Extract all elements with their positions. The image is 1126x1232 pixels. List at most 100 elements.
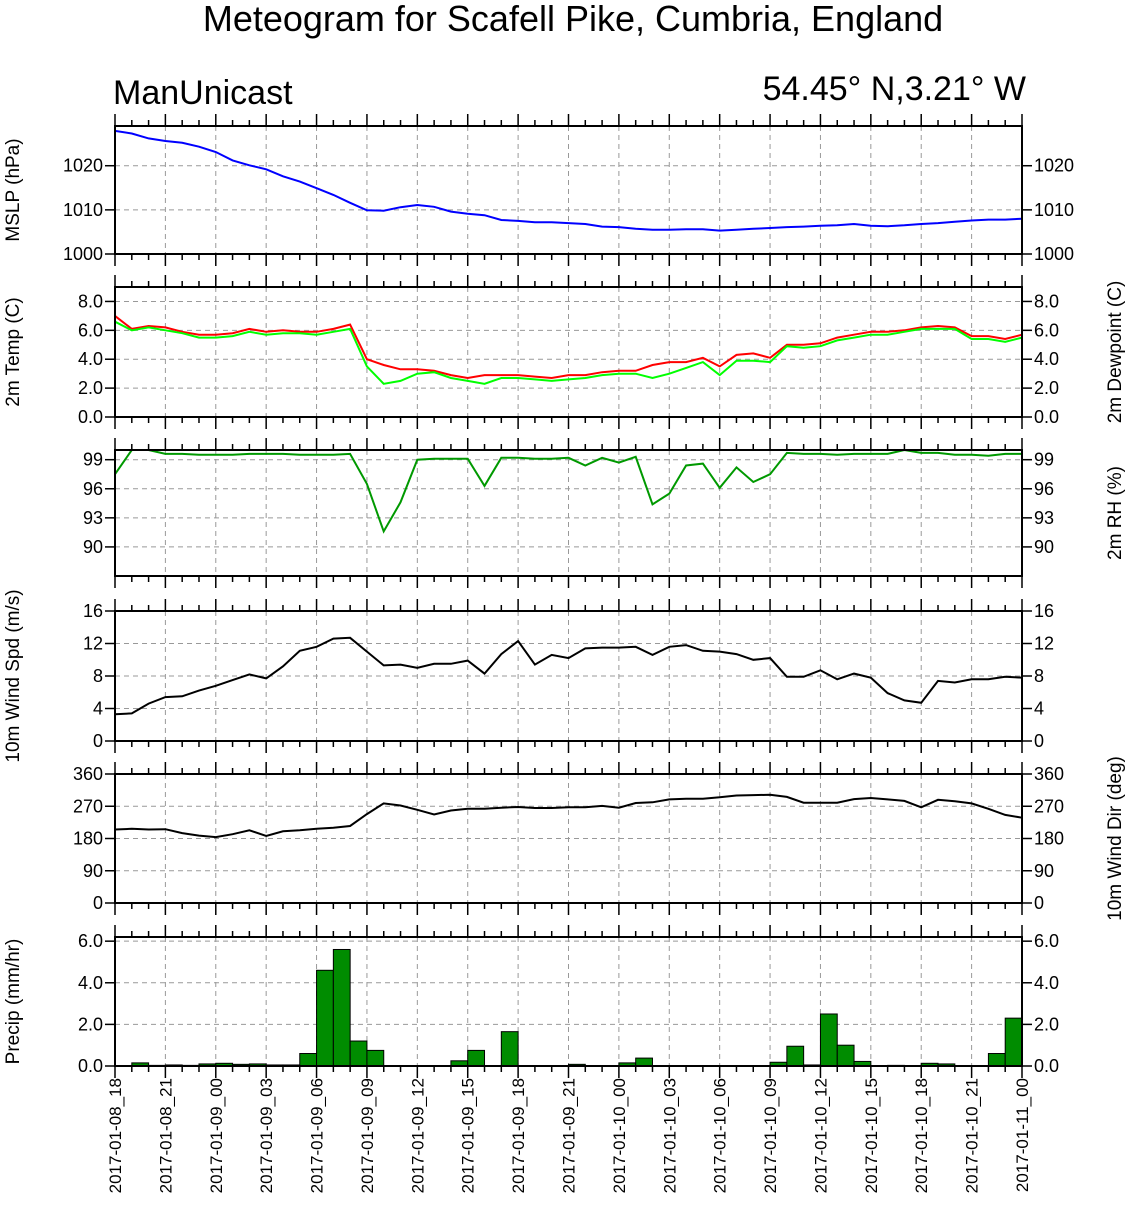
- y-tick-label-left: 93: [83, 508, 103, 528]
- x-tick-label: 2017-01-10_18: [912, 1078, 931, 1193]
- panel-frame: [114, 610, 1023, 742]
- precip-bar: [786, 1045, 805, 1067]
- y-axis-label-left: Precip (mm/hr): [3, 939, 24, 1065]
- x-tick-label: 2017-01-10_06: [711, 1078, 730, 1193]
- y-axis-label-left: MSLP (hPa): [3, 138, 24, 241]
- x-tick-label: 2017-01-10_00: [610, 1078, 629, 1193]
- x-tick-label: 2017-01-10_12: [811, 1078, 830, 1193]
- y-tick-label-left: 6.0: [78, 320, 103, 340]
- y-tick-label-right: 90: [1034, 861, 1054, 881]
- y-tick-label-right: 0.0: [1034, 407, 1059, 427]
- x-tick-label: 2017-01-08_18: [106, 1078, 125, 1193]
- y-tick-label-left: 1000: [63, 244, 103, 264]
- y-tick-label-left: 6.0: [78, 931, 103, 951]
- y-tick-label-left: 8: [93, 666, 103, 686]
- y-tick-label-right: 1010: [1034, 200, 1074, 220]
- y-tick-label-right: 2.0: [1034, 1014, 1059, 1034]
- panel-temp: 0.0 0.0 2.0 2.0 4.0 4.0 6.0 6.0 8.0 8.0 2m Temp (C…: [3, 275, 1126, 429]
- precip-bar: [316, 969, 334, 1067]
- y-axis-label-left: 10m Wind Spd (m/s): [3, 589, 24, 762]
- y-tick-label-left: 1020: [63, 156, 103, 176]
- y-tick-label-right: 0: [1034, 893, 1044, 913]
- precip-bar: [635, 1057, 653, 1067]
- x-tick-label: 2017-01-08_21: [156, 1078, 175, 1193]
- x-tick-label: 2017-01-09_12: [408, 1078, 427, 1193]
- y-tick-label-left: 0: [93, 893, 103, 913]
- precip-bar: [1004, 1017, 1023, 1067]
- panel-wdir: 0 0 90 90 180 180 270 270 360 360 10m Wind Dir (de…: [73, 756, 1126, 921]
- y-tick-label-left: 99: [83, 450, 103, 470]
- panel-rh: 90 90 93 93 96 96 99 99 2m RH (%): [83, 438, 1126, 588]
- y-tick-label-right: 2.0: [1034, 378, 1059, 398]
- x-tick-label: 2017-01-09_18: [509, 1078, 528, 1193]
- y-tick-label-right: 4.0: [1034, 349, 1059, 369]
- x-tick-label: 2017-01-09_15: [459, 1078, 478, 1193]
- x-tick-label: 2017-01-10_21: [963, 1078, 982, 1193]
- y-tick-label-left: 0.0: [78, 1056, 103, 1076]
- y-tick-label-right: 4: [1034, 699, 1044, 719]
- precip-bar: [819, 1013, 838, 1067]
- x-tick-label: 2017-01-10_03: [660, 1078, 679, 1193]
- precip-bar: [366, 1049, 385, 1067]
- y-tick-label-right: 0: [1034, 731, 1044, 751]
- y-tick-label-right: 96: [1034, 479, 1054, 499]
- y-tick-label-right: 270: [1034, 796, 1064, 816]
- panel-wspd: 0 0 4 4 8 8 12 12 16 16 10m Wind Spd (m/s): [3, 589, 1054, 762]
- x-tick-label: 2017-01-09_03: [257, 1078, 276, 1193]
- x-tick-label: 2017-01-11_00: [1013, 1078, 1032, 1192]
- panel-frame: [114, 936, 1023, 1067]
- y-tick-label-left: 90: [83, 861, 103, 881]
- y-tick-label-left: 1010: [63, 200, 103, 220]
- panel-frame: [114, 449, 1023, 577]
- x-tick-label: 2017-01-09_09: [358, 1078, 377, 1193]
- y-tick-label-right: 16: [1034, 601, 1054, 621]
- y-tick-label-left: 4.0: [78, 973, 103, 993]
- y-tick-label-left: 2.0: [78, 378, 103, 398]
- y-tick-label-left: 360: [73, 764, 103, 784]
- y-tick-label-right: 6.0: [1034, 320, 1059, 340]
- y-tick-label-left: 2.0: [78, 1014, 103, 1034]
- x-tick-label: 2017-01-10_15: [862, 1078, 881, 1193]
- y-axis-label-right: 10m Wind Dir (deg): [1105, 756, 1126, 921]
- panel-frame: [114, 125, 1023, 255]
- series-line-wdir-0: [114, 793, 1023, 839]
- y-axis-label-left: 2m Temp (C): [3, 297, 24, 406]
- y-tick-label-left: 12: [83, 634, 103, 654]
- panel-frame: [114, 773, 1023, 904]
- x-tick-label: 2017-01-10_09: [761, 1078, 780, 1193]
- x-tick-label: 2017-01-09_21: [560, 1078, 579, 1193]
- panel-precip: 0.0 0.0 2.0 2.0 4.0 4.0 6.0 6.0 Precip (mm/hr): [3, 925, 1059, 1078]
- chart-title: Meteogram for Scafell Pike, Cumbria, Eng…: [202, 0, 944, 39]
- model-name: ManUnicast: [113, 74, 293, 112]
- y-tick-label-left: 8.0: [78, 291, 103, 311]
- precip-bar: [500, 1031, 519, 1067]
- y-tick-label-right: 8.0: [1034, 291, 1059, 311]
- y-tick-label-left: 270: [73, 796, 103, 816]
- series-line-rh-0: [114, 448, 1022, 534]
- y-tick-label-left: 4: [93, 699, 103, 719]
- y-tick-label-left: 0: [93, 731, 103, 751]
- series-line-wspd-0: [114, 636, 1023, 716]
- precip-bar: [332, 948, 351, 1067]
- y-tick-label-right: 4.0: [1034, 973, 1059, 993]
- precip-bar: [836, 1044, 855, 1067]
- series-line-mslp-0: [114, 129, 1023, 232]
- precip-bar: [299, 1053, 318, 1067]
- y-tick-label-left: 96: [83, 479, 103, 499]
- y-tick-label-right: 93: [1034, 508, 1054, 528]
- y-tick-label-right: 0.0: [1034, 1056, 1059, 1076]
- y-tick-label-right: 90: [1034, 537, 1054, 557]
- y-tick-label-right: 180: [1034, 829, 1064, 849]
- y-axis-label-right: 2m Dewpoint (C): [1105, 281, 1126, 424]
- y-tick-label-right: 1000: [1034, 244, 1074, 264]
- y-tick-label-left: 180: [73, 829, 103, 849]
- y-tick-label-left: 4.0: [78, 349, 103, 369]
- y-tick-label-right: 99: [1034, 450, 1054, 470]
- panel-frame: [114, 286, 1023, 418]
- y-axis-label-right: 2m RH (%): [1105, 466, 1126, 560]
- location-coordinates: 54.45° N,3.21° W: [762, 70, 1026, 108]
- precip-bar: [467, 1049, 486, 1067]
- y-tick-label-left: 90: [83, 537, 103, 557]
- y-tick-label-right: 1020: [1034, 156, 1074, 176]
